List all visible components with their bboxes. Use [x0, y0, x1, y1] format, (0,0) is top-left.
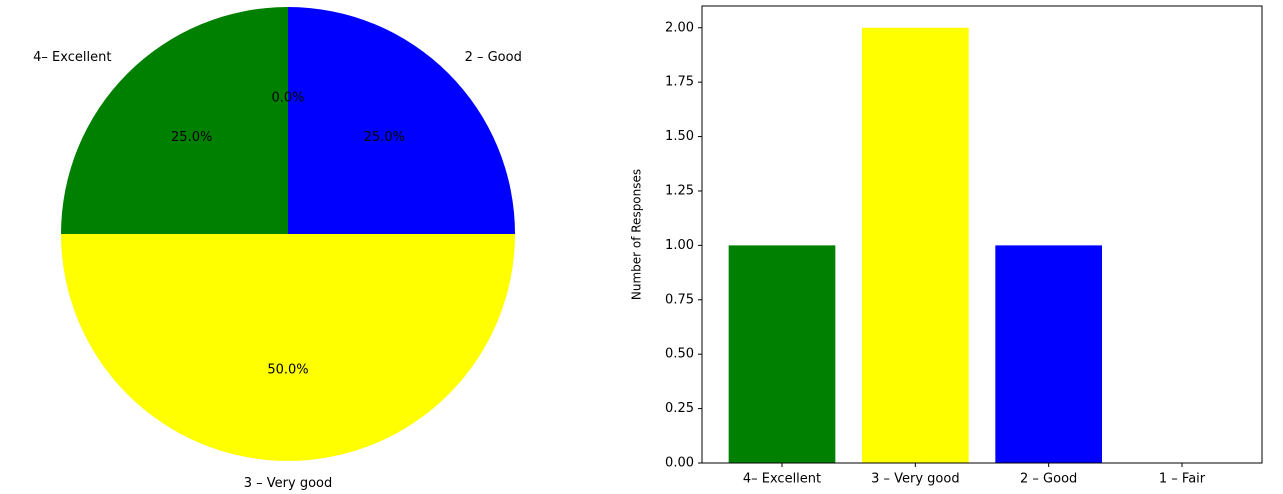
pie-label-2-good: 2 – Good	[465, 50, 522, 65]
y-tick-label: 1.25	[665, 183, 694, 198]
y-tick-label: 1.75	[665, 75, 694, 90]
pie-slice-4-excellent	[61, 7, 288, 234]
y-tick-label: 0.75	[665, 292, 694, 307]
pie-percent-4-excellent: 25.0%	[171, 130, 212, 145]
bar-3-very-good	[862, 27, 969, 464]
bar-chart: 0.00 0.25 0.50 0.75 1.00 1.25 1.50 1.75 2.00 4– E…	[630, 5, 1263, 487]
pie-percent-3-very-good: 50.0%	[267, 363, 308, 378]
x-tick-label-1-fair: 1 – Fair	[1159, 472, 1206, 487]
plot-frame	[701, 5, 1263, 464]
y-tick-label: 0.25	[665, 401, 694, 416]
pie-label-3-very-good: 3 – Very good	[244, 476, 333, 490]
pie-percent-1-fair: 0.0%	[271, 90, 304, 105]
pie-slice-2-good	[288, 7, 515, 234]
pie-percent-2-good: 25.0%	[364, 130, 405, 145]
pie-chart: 4– Excellent 25.0% 3 – Very good 50.0% 2 – G…	[33, 7, 522, 491]
y-axis-label: Number of Responses	[630, 169, 644, 300]
y-tick-label: 1.00	[665, 238, 694, 253]
x-tick-label-4-excellent: 4– Excellent	[743, 472, 821, 487]
x-tick-label-2-good: 2 – Good	[1020, 472, 1077, 487]
y-tick-label: 2.00	[665, 20, 694, 35]
pie-label-4-excellent: 4– Excellent	[33, 50, 111, 65]
bar-2-good	[995, 245, 1102, 463]
pie-slice-3-very-good	[61, 234, 515, 461]
bar-4-excellent	[728, 245, 836, 463]
y-tick-label: 1.50	[665, 129, 694, 144]
x-tick-label-3-very-good: 3 – Very good	[871, 472, 960, 487]
y-tick-label: 0.50	[665, 347, 694, 362]
y-tick-label: 0.00	[665, 456, 694, 471]
